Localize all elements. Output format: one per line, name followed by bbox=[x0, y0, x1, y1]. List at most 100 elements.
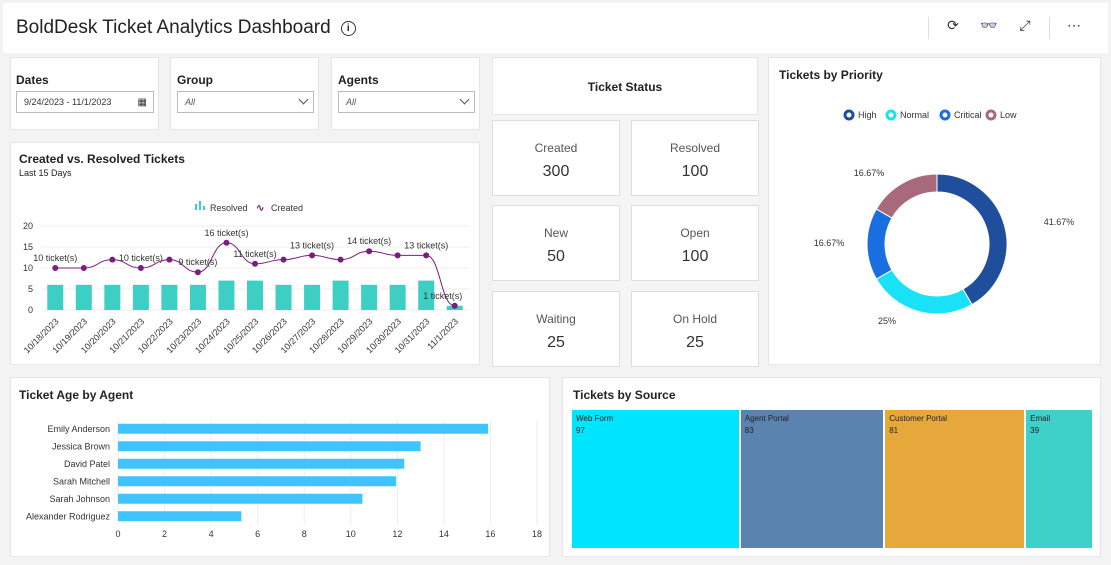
y-tick-label: 0 bbox=[28, 305, 33, 315]
agent-bar bbox=[118, 423, 489, 434]
status-card-label: Open bbox=[680, 226, 710, 240]
x-tick-label: 2 bbox=[162, 529, 167, 539]
agents-select[interactable]: All bbox=[338, 91, 475, 113]
high-legend-icon bbox=[843, 109, 855, 121]
treemap-tile-email[interactable]: Email 39 bbox=[1026, 410, 1092, 548]
calendar-icon[interactable]: ▦ bbox=[137, 96, 147, 108]
dates-input[interactable]: 9/24/2023 - 11/1/2023 ▦ bbox=[16, 91, 154, 113]
view-icon[interactable]: 👓 bbox=[980, 17, 998, 33]
slice-high bbox=[936, 173, 1008, 306]
created-point bbox=[80, 265, 87, 271]
created-point bbox=[252, 260, 258, 267]
legend-critical: Critical bbox=[954, 110, 982, 120]
status-card-label: Resolved bbox=[669, 141, 721, 155]
slice-low bbox=[875, 173, 938, 219]
chevron-down-icon bbox=[298, 94, 309, 105]
slice-normal bbox=[875, 269, 973, 315]
status-card-on-hold[interactable]: On Hold 25 bbox=[631, 291, 759, 367]
y-tick-label: 15 bbox=[23, 242, 33, 252]
resolved-bar bbox=[332, 280, 349, 310]
resolved-bar bbox=[418, 280, 435, 310]
ticket-age-chart: 0 2 4 6 8 10 12 14 16 18 Emily Anderson Jessica Bro… bbox=[26, 420, 542, 539]
status-card-created[interactable]: Created 300 bbox=[492, 120, 620, 196]
data-label: 10 ticket(s) bbox=[119, 253, 163, 263]
resolved-bar bbox=[304, 284, 321, 310]
tile-value: 97 bbox=[576, 426, 585, 435]
tile-name: Agent Portal bbox=[744, 414, 789, 423]
agent-label: Sarah Johnson bbox=[49, 494, 110, 504]
created-point bbox=[423, 252, 430, 259]
group-label: Group bbox=[177, 73, 213, 87]
slice-label: 16.67% bbox=[854, 168, 885, 178]
status-card-new[interactable]: New 50 bbox=[492, 205, 620, 281]
priority-donut-chart: High Normal Critical Low 41.67% 25% 16.67% 16.6… bbox=[814, 109, 1075, 326]
slice-label: 16.67% bbox=[814, 238, 845, 248]
resolved-bar bbox=[275, 284, 292, 310]
data-label: 10 ticket(s) bbox=[33, 253, 77, 263]
status-card-value: 100 bbox=[681, 248, 709, 265]
created-point bbox=[194, 269, 201, 276]
x-tick-label: 14 bbox=[439, 529, 449, 539]
x-tick-label: 4 bbox=[209, 529, 214, 539]
y-tick-label: 20 bbox=[23, 221, 33, 231]
low-legend-icon bbox=[985, 109, 997, 121]
tile-value: 83 bbox=[744, 426, 754, 435]
status-card-value: 100 bbox=[681, 163, 709, 180]
ticket-status-panel: Ticket Status Created 300 Resolved 100 New 50… bbox=[492, 57, 759, 367]
x-tick-label: 18 bbox=[532, 529, 542, 539]
group-filter: Group All bbox=[170, 57, 319, 130]
y-tick-label: 5 bbox=[28, 284, 33, 294]
data-label: 14 ticket(s) bbox=[347, 236, 391, 246]
agent-bar bbox=[118, 458, 405, 469]
status-card-label: Created bbox=[534, 141, 578, 155]
expand-icon[interactable]: ⤢ bbox=[1019, 17, 1031, 33]
status-card-resolved[interactable]: Resolved 100 bbox=[631, 120, 759, 196]
data-label: 13 ticket(s) bbox=[404, 240, 448, 250]
slice-label: 41.67% bbox=[1044, 217, 1075, 227]
resolved-bar bbox=[218, 280, 235, 310]
x-tick-label: 0 bbox=[115, 529, 120, 539]
created-point bbox=[451, 302, 458, 309]
status-card-waiting[interactable]: Waiting 25 bbox=[492, 291, 620, 367]
chart-title: Ticket Age by Agent bbox=[19, 388, 134, 402]
tile-value: 81 bbox=[889, 426, 899, 435]
agent-label: David Patel bbox=[64, 459, 110, 469]
status-card-open[interactable]: Open 100 bbox=[631, 205, 759, 281]
chart-title: Created vs. Resolved Tickets bbox=[19, 152, 185, 166]
refresh-icon[interactable]: ⟳ bbox=[947, 17, 959, 33]
agent-label: Alexander Rodriguez bbox=[26, 511, 111, 521]
data-label: 13 ticket(s) bbox=[290, 240, 334, 250]
treemap-tile-customer-portal[interactable]: Customer Portal 81 bbox=[885, 410, 1025, 548]
ticket-status-title: Ticket Status bbox=[492, 57, 758, 115]
chart-title: Tickets by Source bbox=[573, 388, 676, 402]
agents-filter: Agents All bbox=[331, 57, 480, 130]
tile-value: 39 bbox=[1030, 426, 1040, 435]
treemap-tile-web-form[interactable]: Web Form 97 bbox=[572, 410, 739, 548]
source-treemap: Web Form 97 Agent Portal 83 Customer Portal 8… bbox=[572, 410, 1094, 548]
resolved-bar bbox=[104, 284, 121, 310]
created-vs-resolved-panel: Created vs. Resolved Tickets Last 15 Day… bbox=[10, 142, 480, 365]
legend-high: High bbox=[858, 110, 877, 120]
status-card-value: 50 bbox=[547, 248, 565, 265]
x-tick-label: 12 bbox=[392, 529, 402, 539]
group-select[interactable]: All bbox=[177, 91, 314, 113]
agent-label: Emily Anderson bbox=[47, 424, 110, 434]
legend-resolved: Resolved bbox=[210, 203, 248, 213]
ticket-age-panel: Ticket Age by Agent 0 2 4 6 8 10 12 14 16 18 Emily… bbox=[10, 377, 550, 557]
agents-label: Agents bbox=[338, 73, 379, 87]
created-point bbox=[109, 256, 116, 263]
agent-bar bbox=[118, 476, 397, 487]
created-point bbox=[52, 265, 59, 271]
treemap-tile-agent-portal[interactable]: Agent Portal 83 bbox=[740, 410, 884, 548]
page-title: BoldDesk Ticket Analytics Dashboard bbox=[16, 17, 331, 38]
agent-label: Jessica Brown bbox=[52, 441, 110, 451]
info-icon[interactable]: i bbox=[340, 20, 356, 36]
x-tick-label: 16 bbox=[485, 529, 495, 539]
status-card-label: New bbox=[543, 226, 568, 240]
agent-bar bbox=[118, 441, 421, 452]
x-tick-label: 10 bbox=[346, 529, 356, 539]
data-label: 11 ticket(s) bbox=[233, 249, 276, 259]
more-icon[interactable]: ⋯ bbox=[1067, 17, 1081, 33]
group-value: All bbox=[185, 97, 196, 107]
created-point bbox=[223, 239, 230, 246]
